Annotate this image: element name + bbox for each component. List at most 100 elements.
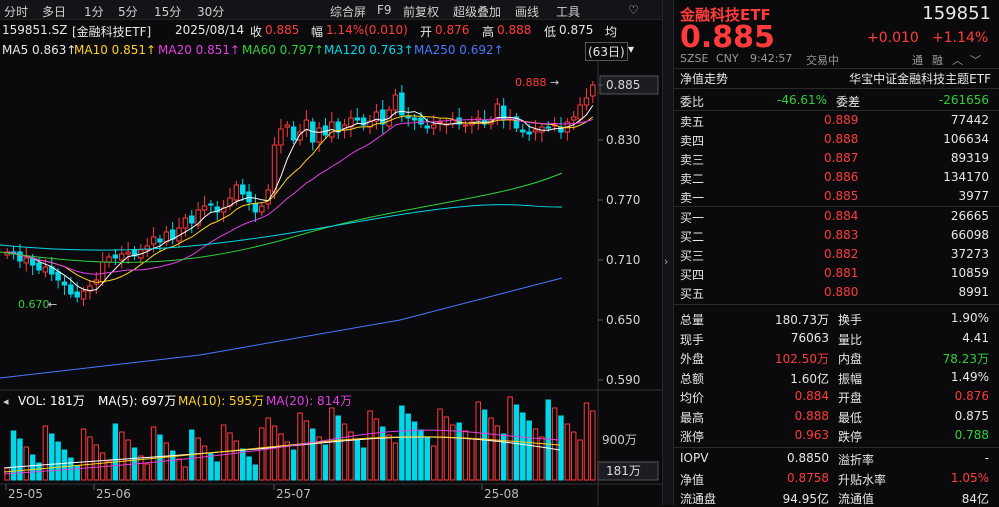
volume-bar xyxy=(526,420,532,481)
avg-label: 均 xyxy=(605,25,618,39)
volume-bar xyxy=(354,439,361,481)
buy-4-row[interactable]: 买四 0.881 10859 xyxy=(674,263,999,283)
volume-bar xyxy=(456,422,462,481)
heart-icon[interactable]: ♡ xyxy=(628,3,639,17)
buy-5-label: 买五 xyxy=(680,287,705,301)
candle-body xyxy=(520,129,526,133)
candle-body xyxy=(74,291,80,298)
chevron-right-icon[interactable]: › xyxy=(664,255,669,268)
weicha-value: -261656 xyxy=(938,93,989,107)
vol-ma10-line xyxy=(3,436,561,473)
buy-2-row[interactable]: 买二 0.883 66098 xyxy=(674,225,999,245)
date-label: 25-05 xyxy=(8,487,43,501)
period-selector[interactable]: (63日) xyxy=(585,42,628,61)
vol-label: MA(20): 814万 xyxy=(266,394,352,408)
toolbar-item-4[interactable]: 15分 xyxy=(154,5,182,19)
candle-body xyxy=(61,281,68,286)
sell-5-row[interactable]: 卖五 0.889 77442 xyxy=(674,110,999,130)
ma60-line xyxy=(0,172,563,263)
toolbar-item-0[interactable]: 分时 xyxy=(4,5,29,19)
volume-bar xyxy=(278,433,284,481)
candle-body xyxy=(526,131,532,135)
buy-5-row[interactable]: 买五 0.880 8991 xyxy=(674,282,999,302)
volume-bar xyxy=(424,437,431,481)
trade-status: 交易中 xyxy=(806,54,839,67)
stat-row: 总额 1.60亿 振幅 1.49% xyxy=(674,367,999,387)
stat-value: 0.888 xyxy=(794,408,829,423)
sell-4-row[interactable]: 卖四 0.888 106634 xyxy=(674,129,999,149)
stat-value: 78.23万 xyxy=(942,352,989,366)
buy-3-row[interactable]: 买三 0.882 37273 xyxy=(674,244,999,264)
ma20-line xyxy=(7,118,593,275)
volume-bar xyxy=(55,441,61,481)
close-label: 收 xyxy=(250,25,263,39)
candle-body xyxy=(119,253,125,261)
volume-bar xyxy=(214,461,220,481)
candle-body xyxy=(354,117,361,121)
tab-fund-fullname[interactable]: 华宝中证金融科技主题ETF xyxy=(849,72,991,86)
sell-2-row[interactable]: 卖二 0.886 134170 xyxy=(674,167,999,187)
stat-value: 94.95亿 xyxy=(782,492,829,506)
toolbar-item-7[interactable]: F9 xyxy=(377,3,392,17)
weicha-label: 委差 xyxy=(836,95,861,109)
dropdown-icon[interactable]: ▾ xyxy=(628,42,635,56)
volume-bar xyxy=(335,415,341,481)
toolbar-item-5[interactable]: 30分 xyxy=(197,5,225,19)
sell-1-row[interactable]: 卖一 0.885 3977 xyxy=(674,186,999,206)
chevron-down-icon[interactable]: ﹀ xyxy=(970,54,981,67)
volume-bar xyxy=(112,423,119,481)
buy-2-price: 0.883 xyxy=(824,228,859,242)
buy-3-label: 买三 xyxy=(680,249,705,263)
tab-nav-trend[interactable]: 净值走势 xyxy=(680,72,729,86)
candle-body xyxy=(494,103,501,119)
collapse-bar[interactable]: › xyxy=(662,0,674,505)
candle-body xyxy=(411,117,418,121)
sell-5-volume: 77442 xyxy=(950,113,989,127)
ma10-line xyxy=(7,115,594,283)
candle-body xyxy=(80,290,87,300)
sell-1-volume: 3977 xyxy=(958,189,989,203)
sell-4-volume: 106634 xyxy=(943,132,989,146)
buy-1-row[interactable]: 买一 0.884 26665 xyxy=(674,206,999,226)
candle-body xyxy=(399,92,405,116)
stat-value: 1.60亿 xyxy=(790,371,829,386)
volume-bar xyxy=(49,433,55,481)
stat-label: 净值 xyxy=(680,472,705,487)
chevron-up-icon[interactable]: ︿ xyxy=(952,54,963,67)
candle-body xyxy=(513,116,520,129)
toolbar-item-10[interactable]: 画线 xyxy=(515,5,540,19)
toolbar-item-8[interactable]: 前复权 xyxy=(403,5,440,19)
candle-body xyxy=(500,105,507,121)
sell-3-row[interactable]: 卖三 0.887 89319 xyxy=(674,148,999,168)
stat-label: 最高 xyxy=(680,410,705,425)
price-axis-label: 0.885 xyxy=(606,78,640,92)
toolbar-item-11[interactable]: 工具 xyxy=(556,5,581,19)
volume-bar xyxy=(246,456,252,481)
toolbar-item-1[interactable]: 多日 xyxy=(42,5,67,19)
ma10-label: MA10 0.851↑ xyxy=(74,43,157,57)
date-label: 25-08 xyxy=(484,487,519,501)
toolbar-item-3[interactable]: 5分 xyxy=(118,5,138,19)
toolbar-item-6[interactable]: 综合屏 xyxy=(330,5,367,19)
volume-bar xyxy=(150,426,157,481)
candle-body xyxy=(271,144,278,193)
buy-4-label: 买四 xyxy=(680,268,705,282)
toolbar-item-9[interactable]: 超级叠加 xyxy=(453,5,502,19)
volume-bar xyxy=(577,439,583,481)
volume-bar xyxy=(367,410,373,481)
volume-bar xyxy=(208,453,214,481)
stat-label: 总额 xyxy=(680,371,705,386)
toolbar-item-2[interactable]: 1分 xyxy=(84,5,104,19)
current-price: 0.885 xyxy=(680,20,775,55)
candle-body xyxy=(545,126,551,129)
stat-label: 振幅 xyxy=(838,371,863,386)
ma250-label: MA250 0.692↑ xyxy=(414,43,504,57)
volume-bar xyxy=(583,402,590,481)
open-label: 开 xyxy=(420,25,433,39)
candle-body xyxy=(278,128,284,146)
kline-chart[interactable]: 0.885 0.830 0.770 0.710 0.650 0.590 0.888 → 0.67… xyxy=(0,60,662,505)
arrow-right-icon: → xyxy=(550,76,559,89)
candle-body xyxy=(195,209,201,226)
candle-body xyxy=(590,84,596,97)
open-value: 0.876 xyxy=(435,23,470,37)
